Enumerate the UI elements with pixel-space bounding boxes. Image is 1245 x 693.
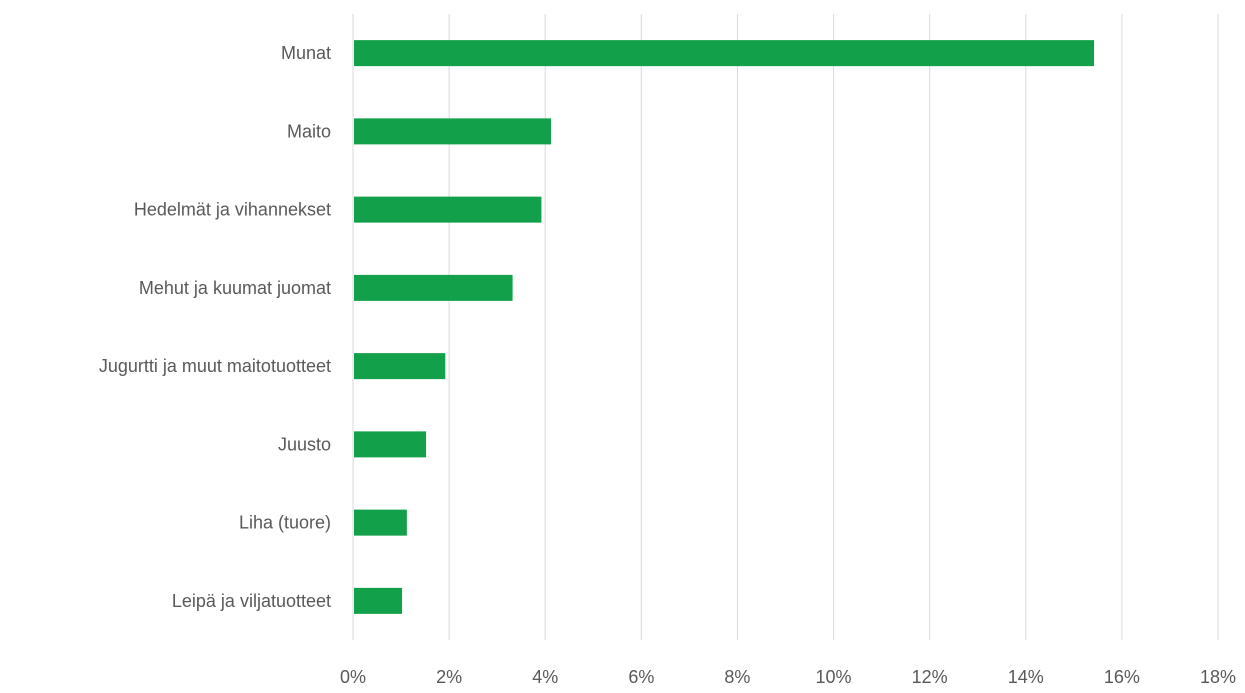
bar [354, 509, 407, 536]
x-tick-label: 16% [1104, 667, 1140, 687]
bar [354, 587, 403, 614]
bar [354, 274, 513, 301]
bar [354, 118, 552, 145]
category-label: Hedelmät ja vihannekset [134, 200, 331, 220]
category-label: Munat [281, 43, 331, 63]
category-labels: Munat Maito Hedelmät ja vihannekset Mehut j… [99, 43, 331, 611]
x-tick-label: 6% [628, 667, 654, 687]
x-tick-label: 14% [1008, 667, 1044, 687]
x-tick-label: 0% [340, 667, 366, 687]
category-label: Maito [287, 121, 331, 141]
category-label: Juusto [278, 434, 331, 454]
category-label: Liha (tuore) [239, 513, 331, 533]
x-tick-label: 10% [816, 667, 852, 687]
x-tick-label: 4% [532, 667, 558, 687]
bar [354, 40, 1095, 67]
category-label: Mehut ja kuumat juomat [139, 278, 331, 298]
category-label: Leipä ja viljatuotteet [172, 591, 331, 611]
x-tick-label: 2% [436, 667, 462, 687]
x-tick-label: 8% [724, 667, 750, 687]
bar [354, 353, 446, 380]
category-label: Jugurtti ja muut maitotuotteet [99, 356, 331, 376]
x-tick-label: 18% [1200, 667, 1236, 687]
x-tick-label: 12% [912, 667, 948, 687]
bars [354, 40, 1095, 614]
x-axis-tick-labels: 0% 2% 4% 6% 8% 10% 12% 14% 16% 18% [340, 667, 1236, 687]
bar [354, 196, 542, 223]
gridlines [352, 14, 1219, 640]
bar [354, 431, 427, 458]
